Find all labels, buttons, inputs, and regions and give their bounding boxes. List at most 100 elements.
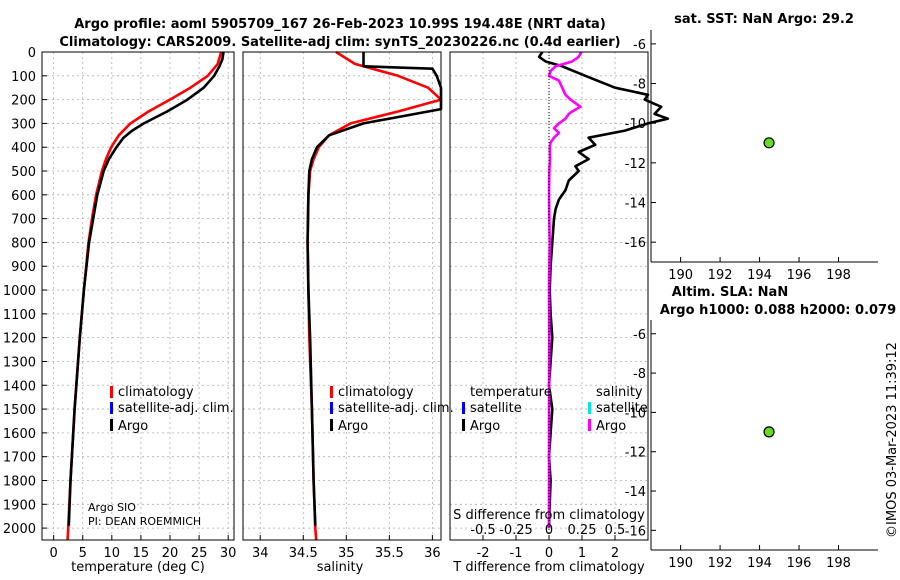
y-tick-label: 900	[11, 260, 36, 275]
y-tick-label: -6	[633, 38, 646, 53]
y-tick-label: 1200	[3, 332, 36, 347]
y-tick-label: -10	[625, 406, 646, 421]
salinity-x-axis-label: salinity	[317, 560, 364, 575]
y-tick-label: 100	[11, 70, 36, 85]
legend-s-argo-swatch	[588, 419, 591, 431]
y-tick-label: -16	[625, 524, 646, 539]
x-tick-label: 190	[668, 268, 693, 283]
legend-s-argo-label: Argo	[596, 419, 626, 434]
x-tick-label: 15	[133, 546, 150, 561]
x-tick-label: 30	[220, 546, 237, 561]
argo-float-position-point	[763, 137, 775, 149]
credit-line-2: PI: DEAN ROEMMICH	[88, 515, 201, 528]
y-tick-label: 1800	[3, 474, 36, 489]
credit-line-1: Argo SIO	[88, 501, 136, 514]
imos-timestamp: ©IMOS 03-Mar-2023 11:39:12	[885, 342, 900, 538]
y-tick-label: 400	[11, 141, 36, 156]
sst-map-title: sat. SST: NaN Argo: 29.2	[674, 12, 854, 27]
legend-salinity-header: salinity	[596, 385, 643, 400]
s-diff-tick-label: 0	[545, 523, 553, 538]
y-tick-label: 1100	[3, 308, 36, 323]
legend-climatology-label: climatology	[338, 385, 414, 400]
plot-frame	[41, 51, 235, 541]
y-tick-label: 500	[11, 165, 36, 180]
x-tick-label: 35.5	[375, 546, 404, 561]
legend-satellite-swatch	[330, 402, 333, 414]
y-tick-label: 2000	[3, 522, 36, 537]
x-tick-label: 192	[708, 268, 733, 283]
x-tick-label: 2	[611, 546, 619, 561]
t-difference-x-axis-label: T difference from climatology	[452, 560, 645, 575]
series-line-climatology	[306, 50, 443, 541]
s-diff-tick-label: -0.25	[499, 523, 533, 538]
y-tick-label: 1700	[3, 451, 36, 466]
y-tick-label: 800	[11, 236, 36, 251]
x-tick-label: -2	[477, 546, 490, 561]
y-tick-label: -10	[625, 117, 646, 132]
y-tick-label: 300	[11, 117, 36, 132]
legend-satellite-label: satellite-adj. clim.	[338, 401, 454, 416]
legend-satellite-label: satellite-adj. clim.	[118, 401, 234, 416]
x-tick-label: 198	[826, 556, 851, 571]
legend-climatology-swatch	[110, 386, 113, 398]
s-difference-x-axis-label: S difference from climatology	[453, 508, 645, 523]
legend-t-satellite-label: satellite	[470, 401, 522, 416]
y-tick-label: 1000	[3, 284, 36, 299]
figure-title-line-1: Argo profile: aoml 5905709_167 26-Feb-20…	[74, 17, 606, 32]
salinity-panel: 34 34.5 35 35.5 36	[242, 50, 443, 561]
legend-climatology-swatch	[330, 386, 333, 398]
y-tick-label: 700	[11, 213, 36, 228]
y-tick-label: -6	[633, 328, 646, 343]
difference-panel: -2 -1 0 1 2-0.5 -0.25 0 0.25 0.5	[449, 51, 670, 561]
x-tick-label: 34	[252, 546, 269, 561]
legend-argo-label: Argo	[338, 419, 368, 434]
series-line-argo	[306, 52, 443, 526]
sla-map-panel: 190 192 194 196 198 -6 -8 -10 -12 -14 -16	[625, 320, 878, 571]
sst-map-panel: 190 192 194 196 198 -6 -8 -10 -12 -14 -16	[625, 30, 878, 283]
x-tick-label: 1	[578, 546, 586, 561]
y-tick-label: -16	[625, 236, 646, 251]
y-tick-label: -12	[625, 157, 646, 172]
legend-s-satellite-swatch	[588, 402, 591, 414]
legend-t-argo-label: Argo	[470, 419, 500, 434]
x-tick-label: -1	[510, 546, 523, 561]
plot-frame	[242, 51, 442, 541]
y-tick-label: 0	[28, 46, 36, 61]
y-tick-label: 1500	[3, 403, 36, 418]
series-line-argo	[67, 51, 225, 526]
y-tick-label: -14	[625, 485, 646, 500]
sla-map-title-line-2: Argo h1000: 0.088 h2000: 0.079	[660, 303, 896, 318]
series-line-climatology	[66, 51, 223, 541]
x-tick-label: 0	[49, 546, 57, 561]
temperature-x-axis-label: temperature (deg C)	[71, 560, 205, 575]
legend-s-satellite-label: satellite	[596, 401, 648, 416]
legend-t-satellite-swatch	[462, 402, 465, 414]
x-tick-label: 194	[747, 268, 772, 283]
x-tick-label: 25	[191, 546, 208, 561]
y-tick-label: 1900	[3, 498, 36, 513]
series-line-argo-salinity	[547, 51, 583, 529]
legend-satellite-swatch	[110, 402, 113, 414]
x-tick-label: 0	[545, 546, 553, 561]
difference-legend: temperature satellite Argo salinity sate…	[462, 385, 648, 434]
y-tick-label: 1400	[3, 379, 36, 394]
s-diff-tick-label: -0.5	[470, 523, 495, 538]
legend-argo-label: Argo	[118, 419, 148, 434]
legend-argo-swatch	[330, 419, 333, 431]
salinity-legend: climatology satellite-adj. clim. Argo	[330, 385, 454, 434]
y-tick-label: 600	[11, 189, 36, 204]
legend-argo-swatch	[110, 419, 113, 431]
temperature-panel: 0 5 10 15 20 25 300100200300400500600700800900…	[3, 46, 237, 561]
temperature-legend: climatology satellite-adj. clim. Argo	[110, 385, 234, 434]
x-tick-label: 196	[787, 268, 812, 283]
y-tick-label: 1300	[3, 355, 36, 370]
x-tick-label: 36	[424, 546, 441, 561]
y-tick-label: -8	[633, 367, 646, 382]
x-tick-label: 196	[787, 556, 812, 571]
x-tick-label: 192	[708, 556, 733, 571]
s-diff-tick-label: 0.25	[568, 523, 597, 538]
x-tick-label: 20	[162, 546, 179, 561]
x-tick-label: 190	[668, 556, 693, 571]
legend-t-argo-swatch	[462, 419, 465, 431]
x-tick-label: 10	[104, 546, 121, 561]
